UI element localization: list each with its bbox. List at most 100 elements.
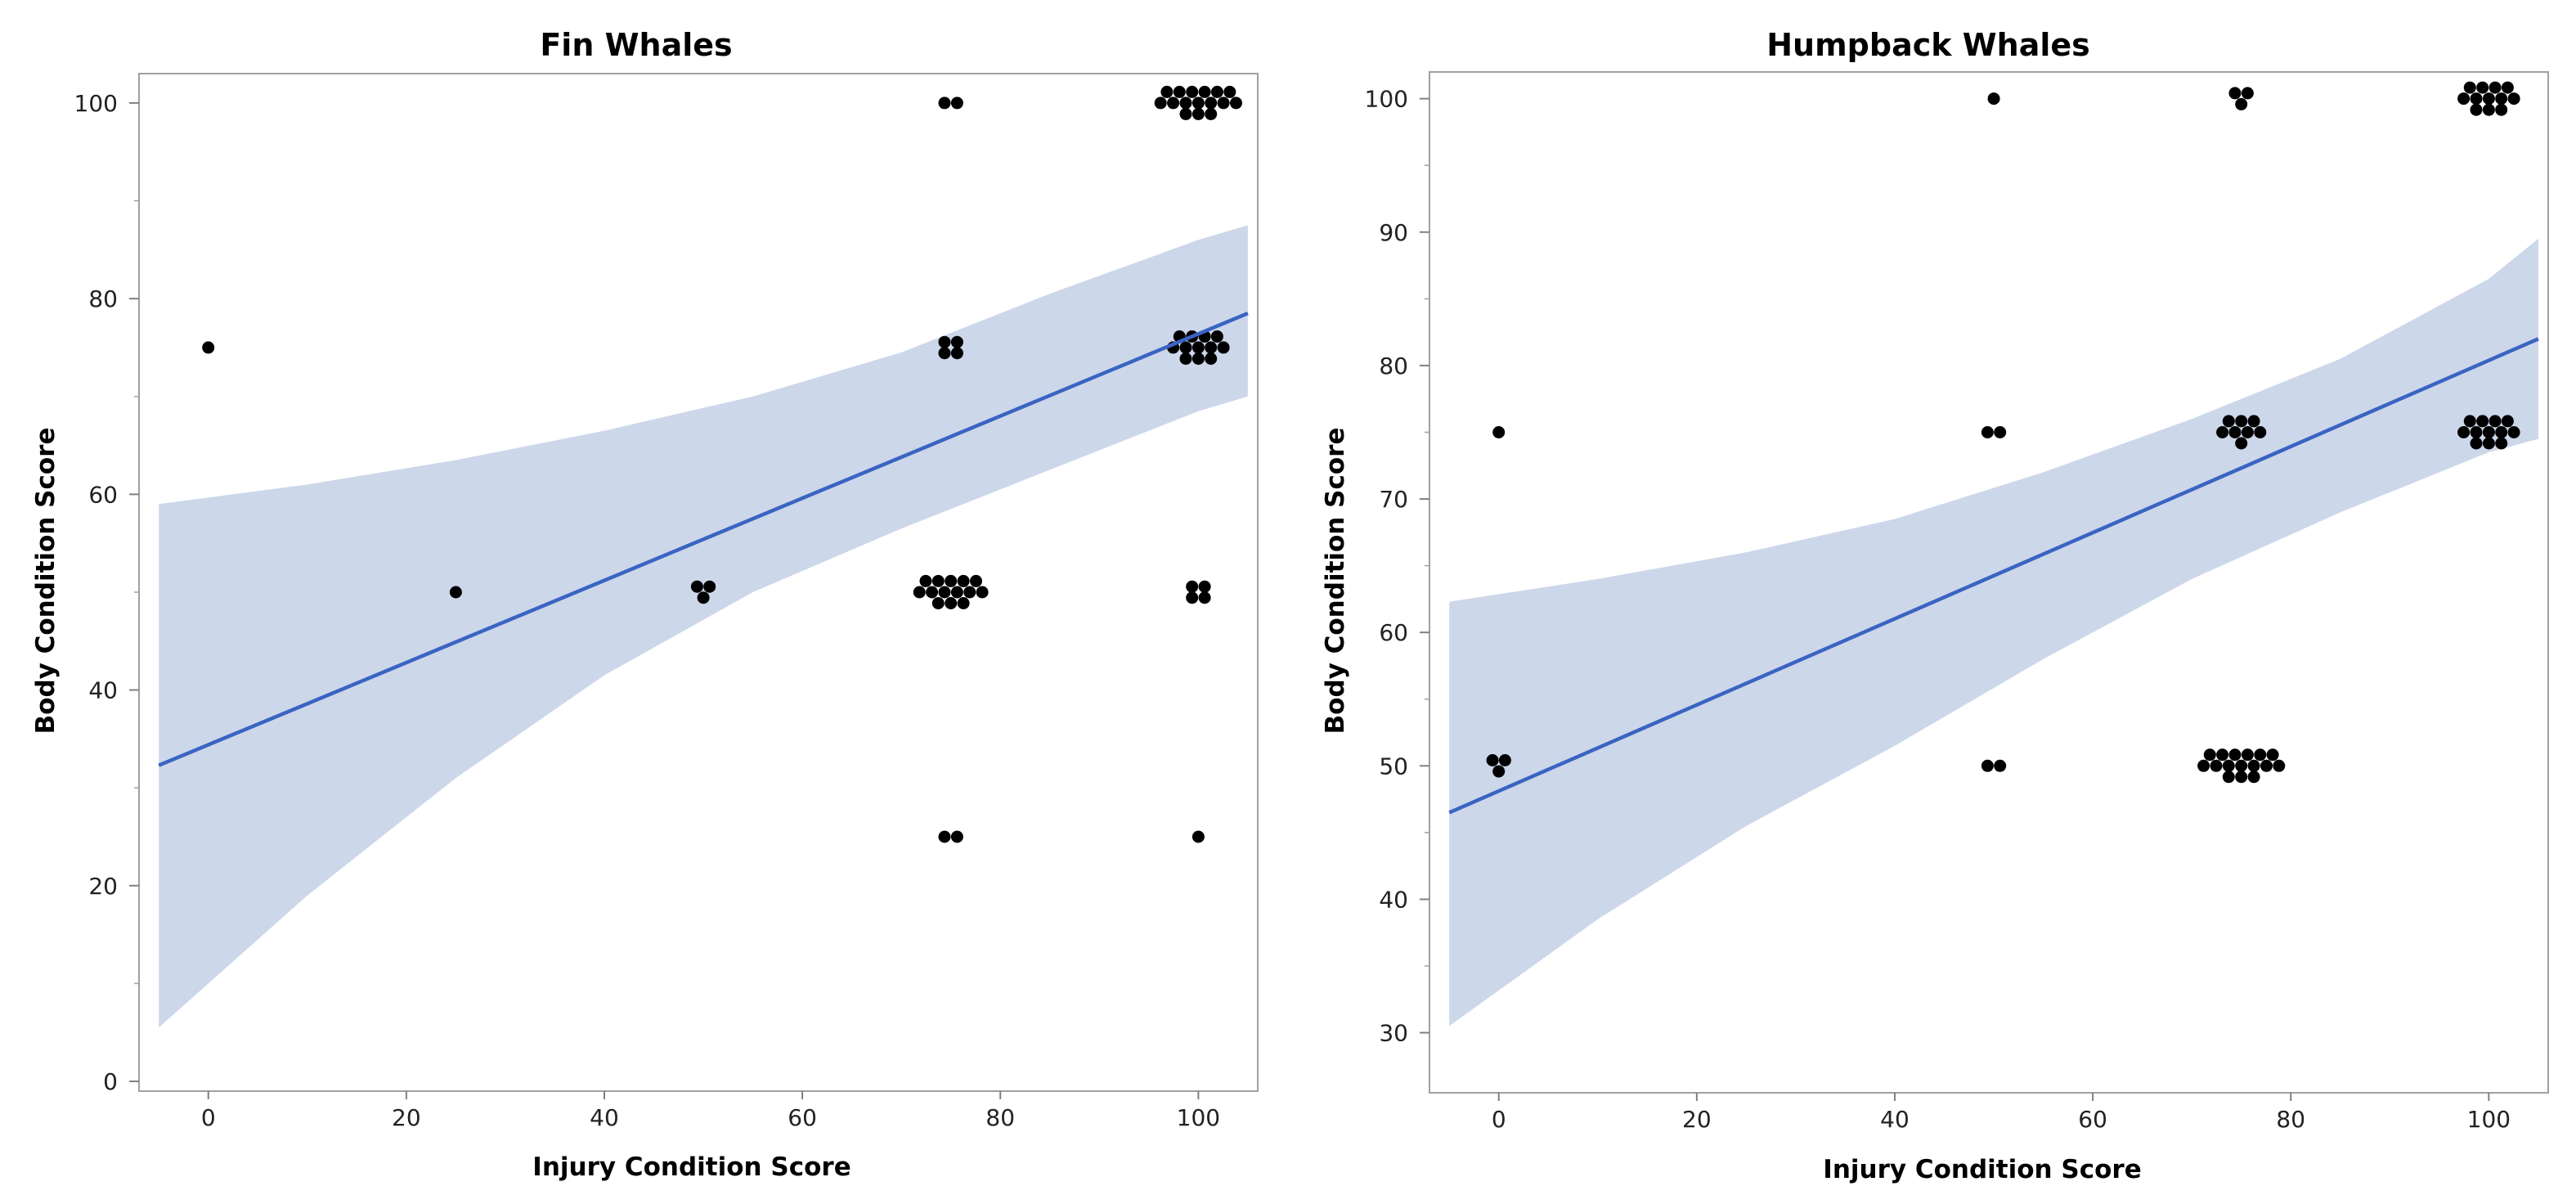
x-tick-label: 100 <box>1177 1104 1220 1131</box>
data-point-cluster <box>938 830 963 843</box>
data-point <box>1210 85 1223 98</box>
axis-ticks: 0 20 40 60 80 100 0 20 40 60 80 100 <box>74 90 1221 1131</box>
data-point <box>2254 426 2267 438</box>
data-point <box>938 97 951 110</box>
x-axis-label: Injury Condition Score <box>1823 1155 2141 1184</box>
data-point <box>1192 830 1205 843</box>
data-point <box>1173 85 1186 98</box>
data-point <box>970 574 982 587</box>
confidence-band <box>159 225 1248 1028</box>
data-point <box>2495 426 2508 438</box>
data-point <box>2457 426 2471 438</box>
data-point <box>1205 97 1218 110</box>
data-point <box>2482 103 2495 116</box>
chart-title: Humpback Whales <box>1766 27 2090 63</box>
data-point <box>926 586 939 599</box>
data-point <box>2273 759 2286 772</box>
y-tick-label: 60 <box>1379 619 1408 646</box>
x-tick-label: 0 <box>201 1104 216 1131</box>
data-point-cluster <box>1186 580 1211 604</box>
data-point <box>1981 426 1994 438</box>
data-point-cluster <box>1981 426 2007 438</box>
data-point <box>2470 426 2483 438</box>
data-point <box>963 586 976 599</box>
data-point <box>2247 759 2260 772</box>
data-point <box>1230 97 1242 110</box>
plot-area <box>1448 81 2539 1027</box>
data-point-cluster <box>2197 748 2286 784</box>
data-point <box>2501 415 2514 428</box>
data-point <box>2482 437 2495 450</box>
data-point <box>2495 103 2508 116</box>
data-point <box>2266 748 2279 761</box>
data-point <box>1198 85 1211 98</box>
data-point <box>950 347 963 360</box>
y-tick-label: 40 <box>88 677 118 704</box>
data-point <box>1994 426 2007 438</box>
data-point <box>1217 97 1230 110</box>
data-point <box>202 341 215 354</box>
data-point <box>703 580 716 593</box>
data-point <box>931 597 945 609</box>
data-point <box>1492 765 1506 778</box>
x-tick-label: 40 <box>1880 1106 1910 1133</box>
data-point <box>2501 81 2514 94</box>
data-point <box>2495 437 2508 450</box>
data-point <box>1981 759 1994 772</box>
data-point <box>919 574 932 587</box>
chart-panel-fin-whales: Fin Whales 0 20 40 60 80 100 0 20 40 60 80 100 Inju… <box>31 27 1259 1182</box>
data-point <box>2470 437 2483 450</box>
y-tick-label: 20 <box>88 873 118 900</box>
data-point <box>2210 759 2223 772</box>
data-point <box>2216 426 2229 438</box>
chart-panel-humpback-whales: Humpback Whales 0 20 40 60 80 100 30 40 50 60 70 80… <box>1321 27 2549 1184</box>
data-point <box>2488 81 2502 94</box>
data-point <box>938 586 951 599</box>
axis-ticks: 0 20 40 60 80 100 30 40 50 60 70 80 90 100 <box>1365 86 2511 1133</box>
data-point <box>1994 759 2007 772</box>
data-point <box>1987 92 2000 106</box>
fit-line <box>1448 337 2539 815</box>
data-point <box>2482 92 2495 106</box>
data-point <box>2235 415 2248 428</box>
data-point <box>1179 341 1192 354</box>
data-point <box>1160 85 1174 98</box>
data-point <box>2507 426 2520 438</box>
data-point <box>938 347 951 360</box>
data-point <box>2247 415 2260 428</box>
data-point <box>945 597 958 609</box>
data-point-cluster <box>202 341 215 354</box>
data-point <box>950 586 963 599</box>
data-point <box>2254 748 2267 761</box>
data-point <box>957 597 970 609</box>
data-point <box>1205 107 1218 120</box>
y-tick-label: 60 <box>88 481 118 508</box>
data-point <box>1186 85 1199 98</box>
data-point <box>449 586 462 599</box>
data-point <box>2235 770 2248 784</box>
data-point <box>2235 97 2248 110</box>
x-tick-label: 20 <box>392 1104 421 1131</box>
data-point-cluster <box>2228 87 2254 110</box>
data-point-cluster <box>690 580 716 604</box>
data-point <box>2235 759 2248 772</box>
data-point <box>2235 437 2248 450</box>
data-point <box>2241 748 2254 761</box>
data-point <box>1492 426 1506 438</box>
data-point <box>1217 341 1230 354</box>
x-axis-label: Injury Condition Score <box>532 1152 850 1182</box>
y-tick-label: 0 <box>103 1068 118 1095</box>
data-point <box>2228 748 2242 761</box>
y-tick-label: 70 <box>1379 486 1408 513</box>
data-point <box>1498 754 1511 766</box>
data-point-cluster <box>1987 92 2000 106</box>
data-point <box>2228 87 2242 100</box>
data-point <box>2197 759 2210 772</box>
data-point <box>2228 426 2242 438</box>
data-point <box>2488 415 2502 428</box>
data-point <box>950 97 963 110</box>
data-point <box>1167 97 1180 110</box>
y-tick-label: 90 <box>1379 219 1408 246</box>
data-point <box>2222 770 2235 784</box>
data-point <box>2203 748 2216 761</box>
